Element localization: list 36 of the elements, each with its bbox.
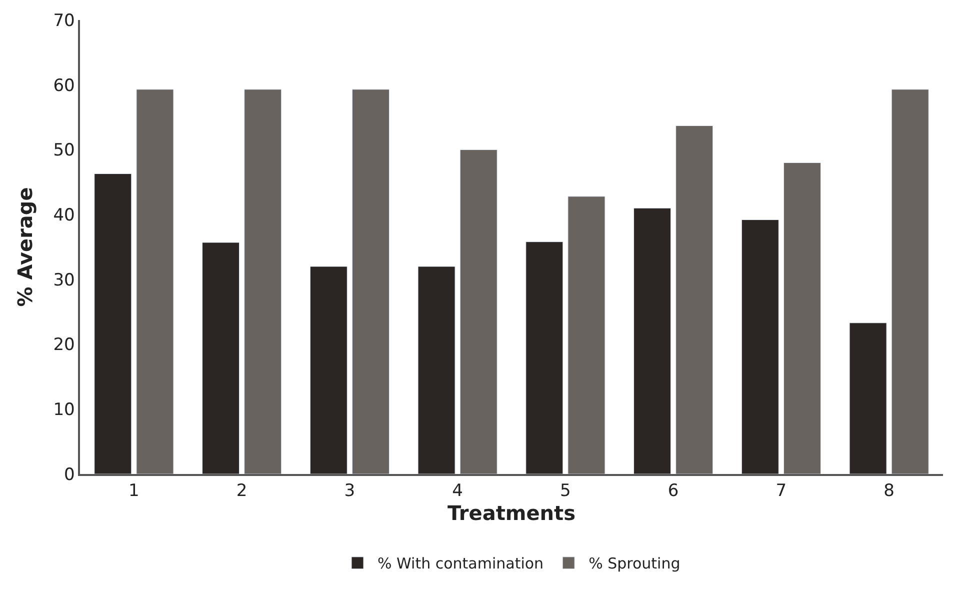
- x-tick-label: 1: [128, 481, 140, 502]
- y-tick-label: 60: [53, 76, 75, 96]
- y-tick-label: 70: [53, 10, 75, 31]
- bar: [891, 89, 929, 474]
- bar: [352, 89, 390, 474]
- x-tick-label: 8: [884, 481, 894, 502]
- bar: [568, 196, 606, 474]
- y-tick-label: 0: [64, 464, 75, 485]
- bar: [783, 162, 821, 474]
- y-tick-label: 30: [53, 270, 75, 290]
- bar: [526, 242, 564, 474]
- bar: [202, 242, 240, 474]
- bar: [94, 173, 132, 474]
- x-tick-label: 4: [452, 481, 463, 502]
- bar: [676, 125, 714, 474]
- bar: [634, 208, 672, 474]
- y-tick-label: 20: [53, 335, 75, 356]
- x-tick-label: 6: [668, 481, 679, 502]
- y-tick-label: 40: [53, 206, 75, 226]
- bar: [136, 89, 174, 474]
- x-tick-label: 3: [344, 481, 356, 502]
- y-axis-title: % Average: [13, 187, 38, 307]
- x-axis-title: Treatments: [447, 501, 576, 526]
- bar: [310, 266, 348, 474]
- bar: [244, 89, 282, 474]
- y-tick-label: 50: [53, 140, 75, 161]
- bar: [849, 322, 887, 474]
- y-tick-label: 10: [53, 400, 75, 420]
- x-tick-label: 2: [236, 481, 248, 502]
- x-tick-label: 5: [560, 481, 571, 502]
- x-tick-label: 7: [776, 481, 787, 502]
- bar: [460, 149, 498, 474]
- legend-label: % With contamination: [378, 554, 544, 573]
- bar: [741, 220, 779, 474]
- legend-label: % Sprouting: [588, 554, 680, 573]
- bar: [418, 266, 456, 474]
